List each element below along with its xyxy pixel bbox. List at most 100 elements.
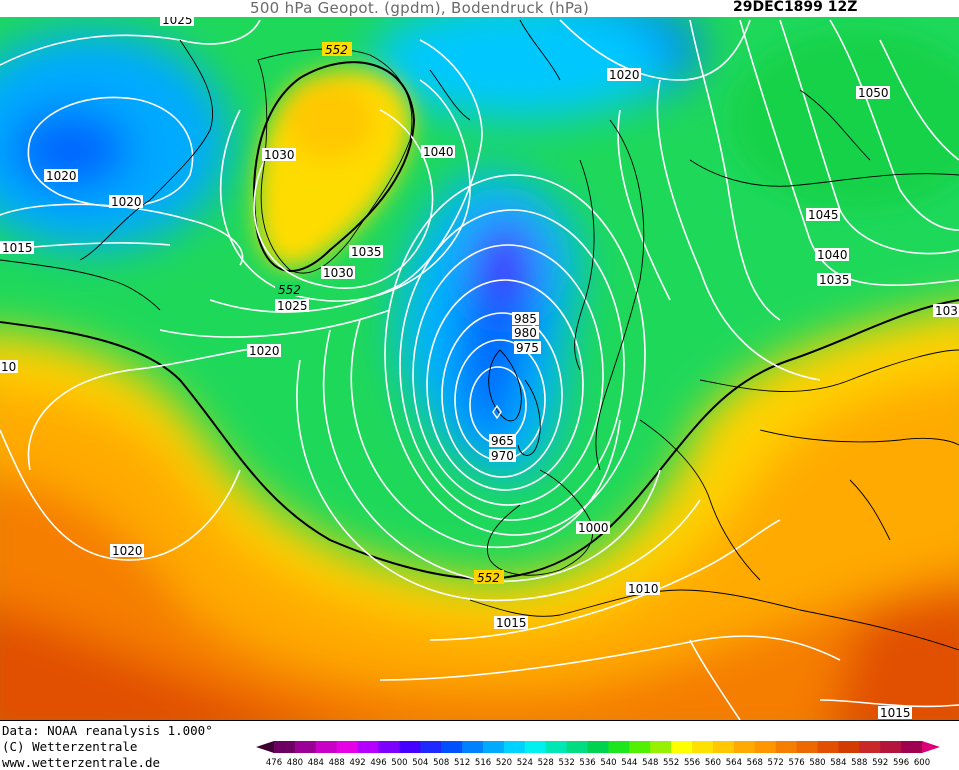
gpdm-label-iberia: 552 xyxy=(474,570,504,585)
isobar-label: 1030 xyxy=(264,148,295,162)
isobar-label: 1015 xyxy=(496,616,527,630)
colorbar-swatch xyxy=(712,741,735,753)
isobar-label: 1050 xyxy=(858,86,889,100)
colorbar-tick-label: 488 xyxy=(329,758,345,768)
colorbar-swatch xyxy=(545,741,568,753)
colorbar-swatch xyxy=(650,741,672,753)
coastlines xyxy=(0,19,959,651)
isobar-label: 975 xyxy=(516,341,539,355)
isobar-label: 1015 xyxy=(2,241,33,255)
isobar-label: 965 xyxy=(491,434,514,448)
isobar-label: 980 xyxy=(514,326,537,340)
colorbar-swatch xyxy=(566,741,589,753)
colorbar-tick-label: 592 xyxy=(872,758,888,768)
colorbar-arrow-left xyxy=(256,741,274,753)
pressure-labels: 1025 1020 1020 1030 1015 1020 1025 1030 … xyxy=(0,17,959,720)
colorbar-tick-label: 524 xyxy=(517,758,533,768)
colorbar-swatch xyxy=(399,741,421,753)
isobar-label: 1020 xyxy=(46,169,77,183)
colorbar-tick-label: 548 xyxy=(642,758,658,768)
colorbar-swatch xyxy=(315,741,338,753)
colorbar-swatch xyxy=(817,741,839,753)
colorbar-swatch xyxy=(692,741,714,753)
isobar-label: 1040 xyxy=(423,145,454,159)
colorbar-swatch xyxy=(274,741,296,753)
colorbar-swatch xyxy=(336,741,359,753)
colorbar-swatch xyxy=(503,741,526,753)
low-pressure-center-icon xyxy=(492,404,502,420)
colorbar-tick-label: 492 xyxy=(349,758,365,768)
title-bar: 500 hPa Geopot. (gpdm), Bodendruck (hPa)… xyxy=(0,0,959,17)
colorbar-tick-label: 516 xyxy=(475,758,491,768)
colorbar-swatch xyxy=(775,741,798,753)
colorbar-tick-label: 540 xyxy=(600,758,616,768)
website-text: www.wetterzentrale.de xyxy=(2,755,161,770)
colorbar-swatch xyxy=(796,741,818,753)
colorbar-swatch xyxy=(294,741,317,753)
colorbar-swatch xyxy=(671,741,693,753)
colorbar-tick-label: 480 xyxy=(287,758,303,768)
colorbar-tick-label: 512 xyxy=(454,758,470,768)
colorbar-swatch xyxy=(441,741,463,753)
colorbar-swatch xyxy=(629,741,651,753)
map-date: 29DEC1899 12Z xyxy=(733,0,858,15)
colorbar-swatch xyxy=(357,741,380,753)
colorbar-tick-label: 476 xyxy=(266,758,282,768)
contour-552-greenland xyxy=(253,61,416,272)
colorbar-tick-label: 552 xyxy=(663,758,679,768)
colorbar-swatch xyxy=(378,741,400,753)
gpdm-label-2: 552 xyxy=(278,283,301,297)
colorbar-tick-label: 484 xyxy=(308,758,324,768)
isobar-label: 1030 xyxy=(323,266,354,280)
colorbar-tick-label: 568 xyxy=(747,758,763,768)
colorbar-swatch xyxy=(754,741,777,753)
copyright-text: (C) Wetterzentrale xyxy=(2,739,138,754)
colorbar-tick-label: 504 xyxy=(412,758,428,768)
isobars xyxy=(0,19,959,720)
colorbar-tick-label: 500 xyxy=(391,758,407,768)
isobar-label: 1015 xyxy=(880,706,911,720)
colorbar-swatch xyxy=(587,741,609,753)
footer: Data: NOAA reanalysis 1.000° (C) Wetterz… xyxy=(0,721,959,770)
isobar-label: 1035 xyxy=(351,245,382,259)
colorbar-swatch xyxy=(880,741,902,753)
colorbar-arrow-right xyxy=(922,741,940,753)
weather-map-canvas: 552 552 552 1025 1020 1020 1030 1015 102… xyxy=(0,17,959,720)
colorbar-tick-label: 560 xyxy=(705,758,721,768)
colorbar-tick-label: 576 xyxy=(788,758,804,768)
geopotential-labels: 552 552 552 xyxy=(275,42,504,585)
isobar-label: 1020 xyxy=(111,195,142,209)
colorbar-tick-label: 536 xyxy=(579,758,595,768)
colorbar-swatch xyxy=(462,741,484,753)
isobar-label: 1035 xyxy=(819,273,850,287)
isobar-label: 985 xyxy=(514,312,537,326)
isobar-label: 970 xyxy=(491,449,514,463)
colorbar-tick-label: 572 xyxy=(768,758,784,768)
colorbar-tick-label: 496 xyxy=(370,758,386,768)
gpdm-label-south-greenland: 552 xyxy=(275,282,305,297)
gpdm-label-greenland: 552 xyxy=(322,42,352,57)
gpdm-label-3: 552 xyxy=(477,571,500,585)
isobar-label: 1025 xyxy=(162,17,193,27)
isobar-label: 1040 xyxy=(817,248,848,262)
isobar-label: 1045 xyxy=(808,208,839,222)
geopotential-field: 552 552 552 1025 1020 1020 1030 1015 102… xyxy=(0,17,959,720)
colorbar-tick-label: 520 xyxy=(496,758,512,768)
gpdm-label-1: 552 xyxy=(325,43,348,57)
isobar-label: 103 xyxy=(935,304,958,318)
colorbar-tick-label: 528 xyxy=(538,758,554,768)
colorbar-swatch xyxy=(483,741,505,753)
map-title: 500 hPa Geopot. (gpdm), Bodendruck (hPa) xyxy=(250,0,590,17)
colorbar-tick-label: 556 xyxy=(684,758,700,768)
isobar-label: 1000 xyxy=(578,521,609,535)
colorbar-swatch xyxy=(524,741,547,753)
isobar-label: 1020 xyxy=(112,544,143,558)
isobar-label: 1025 xyxy=(277,299,308,313)
colorbar-swatch xyxy=(838,741,860,753)
colorbar-tick-label: 532 xyxy=(559,758,575,768)
colorbar-tick-label: 580 xyxy=(809,758,825,768)
colorbar-tick-label: 584 xyxy=(830,758,846,768)
colorbar-swatch xyxy=(901,741,923,753)
weather-map: 552 552 552 1025 1020 1020 1030 1015 102… xyxy=(0,17,959,721)
colorbar-tick-label: 600 xyxy=(914,758,930,768)
